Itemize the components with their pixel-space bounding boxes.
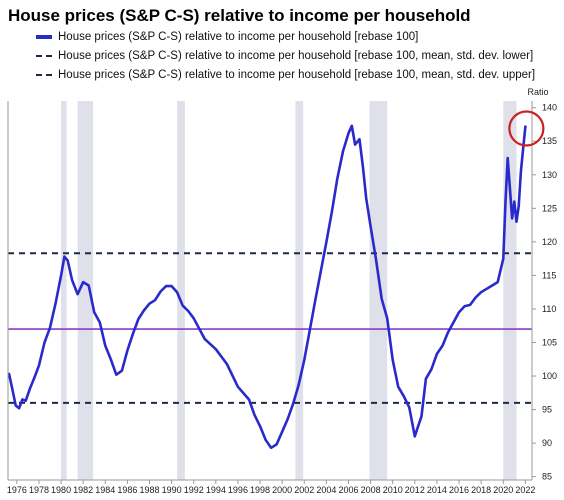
reference-lines bbox=[8, 252, 532, 404]
recession-band bbox=[61, 101, 67, 480]
legend-label-price: House prices (S&P C-S) relative to incom… bbox=[58, 31, 419, 43]
legend-entry-lower: House prices (S&P C-S) relative to incom… bbox=[36, 50, 533, 62]
series-line-house-price-ratio bbox=[7, 124, 527, 450]
series-layer bbox=[7, 124, 527, 450]
y-axis-title: Ratio bbox=[527, 87, 548, 97]
x-tick-label: 2022 bbox=[515, 485, 535, 495]
legend-swatch-dashed bbox=[36, 55, 52, 57]
recession-band bbox=[77, 101, 94, 480]
x-tick-label: 2016 bbox=[449, 485, 469, 495]
y-tick-label: 100 bbox=[542, 371, 557, 381]
x-tick-label: 2004 bbox=[316, 485, 336, 495]
x-tick-label: 1976 bbox=[7, 485, 27, 495]
x-tick-label: 2014 bbox=[427, 485, 447, 495]
y-tick-label: 95 bbox=[542, 405, 552, 415]
x-tick-label: 1994 bbox=[206, 485, 226, 495]
x-tick-label: 2006 bbox=[338, 485, 358, 495]
x-tick-label: 2002 bbox=[294, 485, 314, 495]
highlight-circle bbox=[508, 110, 545, 147]
x-tick-label: 1978 bbox=[29, 485, 49, 495]
x-tick-label: 2010 bbox=[383, 485, 403, 495]
y-tick-label: 85 bbox=[542, 472, 552, 482]
x-tick-label: 1998 bbox=[250, 485, 270, 495]
legend-label-upper: House prices (S&P C-S) relative to incom… bbox=[58, 69, 536, 81]
x-tick-label: 1986 bbox=[117, 485, 137, 495]
highlight-layer bbox=[508, 110, 545, 147]
chart-title: House prices (S&P C-S) relative to incom… bbox=[8, 6, 471, 25]
recession-bands bbox=[61, 101, 517, 480]
y-tick-label: 120 bbox=[542, 237, 557, 247]
y-tick-label: 135 bbox=[542, 136, 557, 146]
legend-swatch-dashed bbox=[36, 74, 52, 76]
x-tick-label: 2018 bbox=[471, 485, 491, 495]
recession-band bbox=[503, 101, 517, 480]
legend-swatch-solid bbox=[36, 35, 52, 39]
x-tick-label: 1992 bbox=[184, 485, 204, 495]
x-tick-label: 1996 bbox=[228, 485, 248, 495]
legend-entry-price: House prices (S&P C-S) relative to incom… bbox=[36, 31, 418, 43]
x-tick-label: 1982 bbox=[73, 485, 93, 495]
x-tick-label: 2008 bbox=[361, 485, 381, 495]
y-tick-label: 110 bbox=[542, 304, 556, 314]
axes: Ratio 85 90 95 100 105 110 115 120 125 130 135 140 1… bbox=[7, 87, 557, 495]
y-tick-label: 90 bbox=[542, 438, 552, 448]
x-tick-label: 1990 bbox=[162, 485, 182, 495]
y-tick-label: 140 bbox=[542, 103, 557, 113]
x-tick-label: 1980 bbox=[51, 485, 71, 495]
x-tick-label: 1988 bbox=[139, 485, 159, 495]
x-tick-label: 2020 bbox=[493, 485, 513, 495]
y-tick-label: 130 bbox=[542, 170, 557, 180]
x-tick-label: 2012 bbox=[405, 485, 425, 495]
x-tick-label: 1984 bbox=[95, 485, 115, 495]
recession-band bbox=[295, 101, 304, 480]
legend-label-lower: House prices (S&P C-S) relative to incom… bbox=[58, 50, 534, 62]
recession-band bbox=[177, 101, 185, 480]
y-tick-label: 115 bbox=[542, 270, 556, 280]
y-tick-label: 125 bbox=[542, 203, 557, 213]
legend-entry-upper: House prices (S&P C-S) relative to incom… bbox=[36, 69, 535, 81]
x-tick-label: 2000 bbox=[272, 485, 292, 495]
recession-band bbox=[369, 101, 388, 480]
y-tick-label: 105 bbox=[542, 337, 557, 347]
